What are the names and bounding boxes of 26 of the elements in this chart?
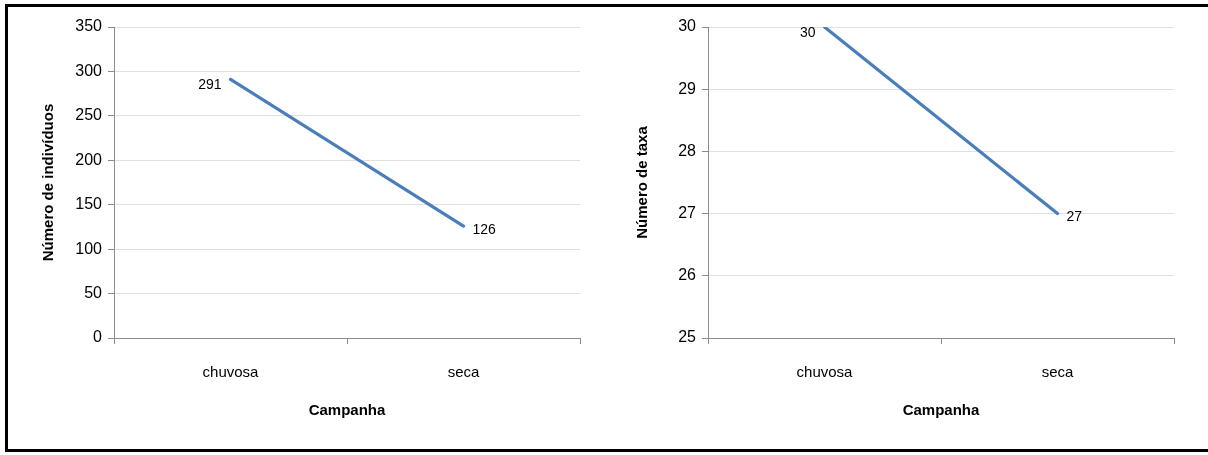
x-tick-label: seca [1041, 363, 1074, 381]
y-tick-label: 50 [84, 283, 103, 301]
y-tick-label: 200 [75, 150, 103, 168]
data-label: 30 [799, 23, 816, 40]
y-tick-label: 300 [75, 61, 103, 79]
y-axis-title: Número de indivíduos [39, 103, 57, 262]
y-tick-label: 150 [75, 195, 103, 213]
x-tick-label: chuvosa [202, 363, 260, 381]
y-tick-label: 25 [678, 328, 697, 346]
data-label: 291 [198, 76, 222, 93]
y-tick-label: 100 [75, 239, 103, 257]
y-tick-label: 250 [75, 106, 103, 124]
y-tick-label: 30 [678, 17, 697, 35]
y-tick-label: 27 [678, 204, 697, 222]
x-axis-title: Campanha [902, 401, 980, 419]
x-tick-label: seca [447, 363, 480, 381]
data-label: 27 [1066, 208, 1083, 225]
y-tick-label: 29 [678, 79, 697, 97]
y-tick-label: 0 [93, 328, 103, 346]
x-tick-label: chuvosa [796, 363, 854, 381]
x-axis-title: Campanha [308, 401, 386, 419]
y-axis-title: Número de taxa [633, 125, 651, 239]
y-tick-label: 350 [75, 17, 103, 35]
y-tick-label: 28 [678, 141, 697, 159]
data-label: 126 [472, 220, 497, 237]
y-tick-label: 26 [678, 266, 697, 284]
